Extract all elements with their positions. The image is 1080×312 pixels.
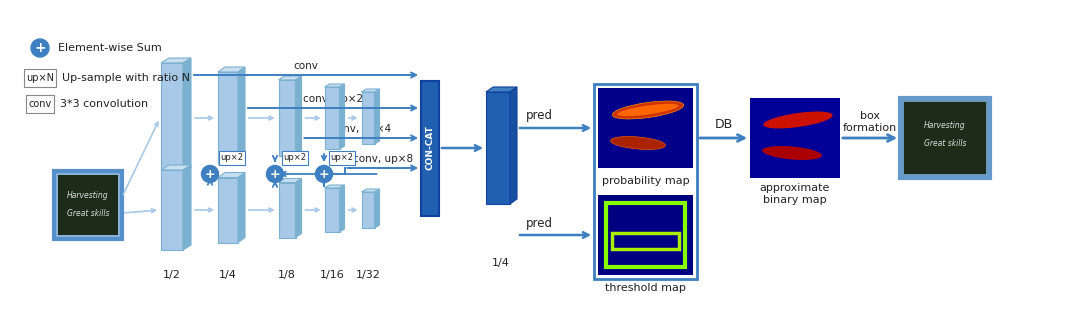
Text: 1/32: 1/32 [355,270,380,280]
Text: conv, up×4: conv, up×4 [332,124,391,134]
FancyBboxPatch shape [598,195,693,275]
Text: probability map: probability map [602,176,689,186]
Text: 1/4: 1/4 [492,258,510,268]
Text: +: + [270,168,281,181]
Polygon shape [324,188,339,232]
Text: pred: pred [526,217,553,230]
Text: up×2: up×2 [220,154,243,163]
Ellipse shape [610,137,665,149]
Text: Great skills: Great skills [923,139,967,149]
Polygon shape [324,84,345,87]
Polygon shape [362,192,375,228]
Polygon shape [510,87,517,204]
Text: +: + [205,168,215,181]
FancyBboxPatch shape [329,151,355,165]
Polygon shape [296,178,301,237]
Text: box
formation: box formation [842,111,897,133]
Polygon shape [279,80,296,156]
Text: approximate
binary map: approximate binary map [760,183,831,205]
Circle shape [315,165,333,183]
Polygon shape [218,72,238,164]
Polygon shape [486,92,510,204]
Text: threshold map: threshold map [605,283,686,293]
Ellipse shape [764,111,833,129]
Polygon shape [339,84,345,149]
Polygon shape [183,165,191,250]
Polygon shape [218,178,238,242]
Polygon shape [161,63,183,173]
Text: Harvesting: Harvesting [924,121,966,130]
Polygon shape [279,178,301,183]
FancyBboxPatch shape [421,80,438,216]
FancyBboxPatch shape [598,88,693,168]
Text: conv: conv [294,61,319,71]
Text: up×2: up×2 [283,154,307,163]
Text: Element-wise Sum: Element-wise Sum [58,43,162,53]
Polygon shape [238,67,245,164]
Text: pred: pred [526,110,553,123]
FancyBboxPatch shape [750,98,840,178]
Text: +: + [319,168,329,181]
Polygon shape [296,76,301,156]
Polygon shape [183,58,191,173]
Polygon shape [218,173,245,178]
Ellipse shape [612,101,684,119]
FancyBboxPatch shape [26,95,54,113]
Polygon shape [238,173,245,242]
Text: Harvesting: Harvesting [67,191,109,199]
FancyBboxPatch shape [282,151,308,165]
Polygon shape [375,189,379,228]
Text: CON-CAT: CON-CAT [426,125,434,170]
FancyBboxPatch shape [219,151,245,165]
Text: Great skills: Great skills [67,208,109,217]
FancyBboxPatch shape [904,102,986,174]
Text: 1/8: 1/8 [278,270,296,280]
FancyBboxPatch shape [58,175,118,235]
Text: 3*3 convolution: 3*3 convolution [60,99,148,109]
FancyBboxPatch shape [54,171,122,239]
Text: conv, up×8: conv, up×8 [353,154,413,164]
Text: 1/2: 1/2 [163,270,181,280]
Circle shape [202,165,218,183]
Polygon shape [279,76,301,80]
Polygon shape [161,170,183,250]
FancyBboxPatch shape [24,69,56,87]
Text: up×2: up×2 [330,154,353,163]
Polygon shape [324,185,345,188]
Text: up×N: up×N [26,73,54,83]
Text: Up-sample with ratio N: Up-sample with ratio N [62,73,190,83]
FancyBboxPatch shape [900,98,990,178]
Polygon shape [218,67,245,72]
Ellipse shape [618,104,678,116]
Polygon shape [324,87,339,149]
Text: DB: DB [714,118,732,130]
Text: conv, up×2: conv, up×2 [302,94,363,104]
Polygon shape [362,189,379,192]
Circle shape [31,39,49,57]
Text: +: + [35,41,45,55]
Polygon shape [339,185,345,232]
Polygon shape [486,87,517,92]
Ellipse shape [762,146,822,160]
Text: 1/16: 1/16 [320,270,345,280]
Text: conv: conv [28,99,52,109]
Polygon shape [279,183,296,237]
Polygon shape [161,165,191,170]
Polygon shape [161,58,191,63]
Polygon shape [362,92,375,144]
Text: 1/4: 1/4 [219,270,237,280]
Circle shape [267,165,283,183]
Polygon shape [362,89,379,92]
Polygon shape [375,89,379,144]
